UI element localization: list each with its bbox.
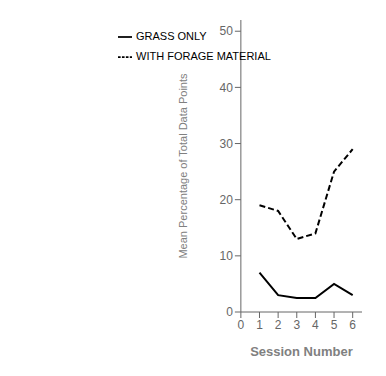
svg-text:4: 4 xyxy=(312,318,319,332)
svg-text:5: 5 xyxy=(331,318,338,332)
svg-text:40: 40 xyxy=(220,81,234,95)
svg-text:20: 20 xyxy=(220,193,234,207)
html-text:GRASS ONLY: GRASS ONLY xyxy=(136,30,207,42)
svg-text:0: 0 xyxy=(226,305,233,319)
svg-text:3: 3 xyxy=(293,318,300,332)
svg-text:Session Number: Session Number xyxy=(250,344,353,359)
svg-text:6: 6 xyxy=(349,318,356,332)
svg-text:2: 2 xyxy=(275,318,282,332)
svg-text:30: 30 xyxy=(220,137,234,151)
html-text:WITH FORAGE MATERIAL: WITH FORAGE MATERIAL xyxy=(136,50,271,62)
svg-text:0: 0 xyxy=(238,318,245,332)
svg-text:10: 10 xyxy=(220,249,234,263)
svg-text:50: 50 xyxy=(220,24,234,38)
svg-text:1: 1 xyxy=(256,318,263,332)
svg-text:Mean Percentage of Total Data: Mean Percentage of Total Data Points xyxy=(177,73,189,259)
